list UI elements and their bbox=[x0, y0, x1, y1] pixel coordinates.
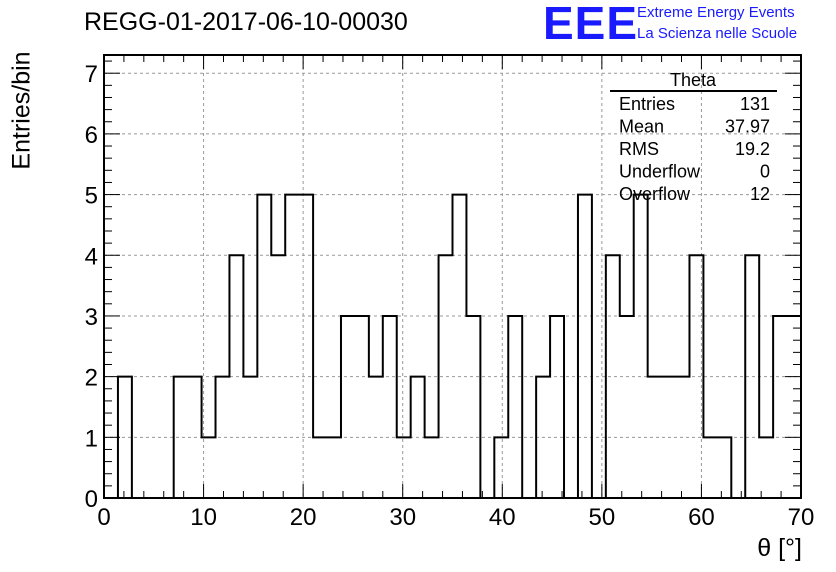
y-tick-label: 1 bbox=[85, 425, 98, 452]
y-tick-label: 0 bbox=[85, 486, 98, 513]
y-tick-label: 6 bbox=[85, 122, 98, 149]
stats-box: Theta Entries 131 Mean 37.97 RMS 19.2 Underflo… bbox=[610, 70, 777, 204]
x-tick-label: 60 bbox=[688, 504, 715, 531]
x-tick-label: 70 bbox=[788, 504, 815, 531]
y-tick-label: 2 bbox=[85, 365, 98, 392]
y-tick-label: 7 bbox=[85, 61, 98, 88]
x-axis-label: θ [°] bbox=[757, 534, 802, 562]
x-tick-label: 40 bbox=[489, 504, 516, 531]
logo-line-2: La Scienza nelle Scuole bbox=[637, 25, 798, 42]
stats-value: 19.2 bbox=[735, 139, 770, 159]
logo-line-1: Extreme Energy Events bbox=[637, 4, 795, 21]
y-tick-label: 4 bbox=[85, 243, 98, 270]
stats-rows: Entries 131 Mean 37.97 RMS 19.2 Underflow 0 Over… bbox=[619, 94, 770, 204]
axis-ticks bbox=[103, 55, 802, 499]
y-tick-labels: 0 1 2 3 4 5 6 7 bbox=[85, 61, 98, 513]
stats-value: 131 bbox=[740, 94, 770, 114]
plot-frame bbox=[103, 54, 802, 499]
stats-value: 37.97 bbox=[725, 117, 770, 137]
stats-value: 12 bbox=[750, 184, 770, 204]
x-tick-labels: 0 10 20 30 40 50 60 70 bbox=[97, 504, 814, 531]
run-title: REGG-01-2017-06-10-00030 bbox=[84, 8, 408, 36]
y-axis-label: Entries/bin bbox=[7, 51, 36, 170]
y-tick-label: 3 bbox=[85, 304, 98, 331]
stats-label: Overflow bbox=[619, 184, 691, 204]
x-tick-label: 20 bbox=[290, 504, 317, 531]
y-tick-label: 5 bbox=[85, 183, 98, 210]
x-tick-label: 10 bbox=[190, 504, 217, 531]
stats-label: Entries bbox=[619, 94, 675, 114]
x-tick-label: 0 bbox=[97, 504, 110, 531]
grid-lines bbox=[104, 55, 801, 498]
stats-label: RMS bbox=[619, 139, 659, 159]
stats-label: Mean bbox=[619, 117, 664, 137]
eee-logo: EEE bbox=[543, 0, 639, 49]
stats-label: Underflow bbox=[619, 162, 701, 182]
histogram-step-line bbox=[104, 193, 802, 499]
stats-value: 0 bbox=[760, 162, 770, 182]
stats-title: Theta bbox=[670, 70, 717, 90]
x-tick-label: 50 bbox=[589, 504, 616, 531]
x-tick-label: 30 bbox=[389, 504, 416, 531]
